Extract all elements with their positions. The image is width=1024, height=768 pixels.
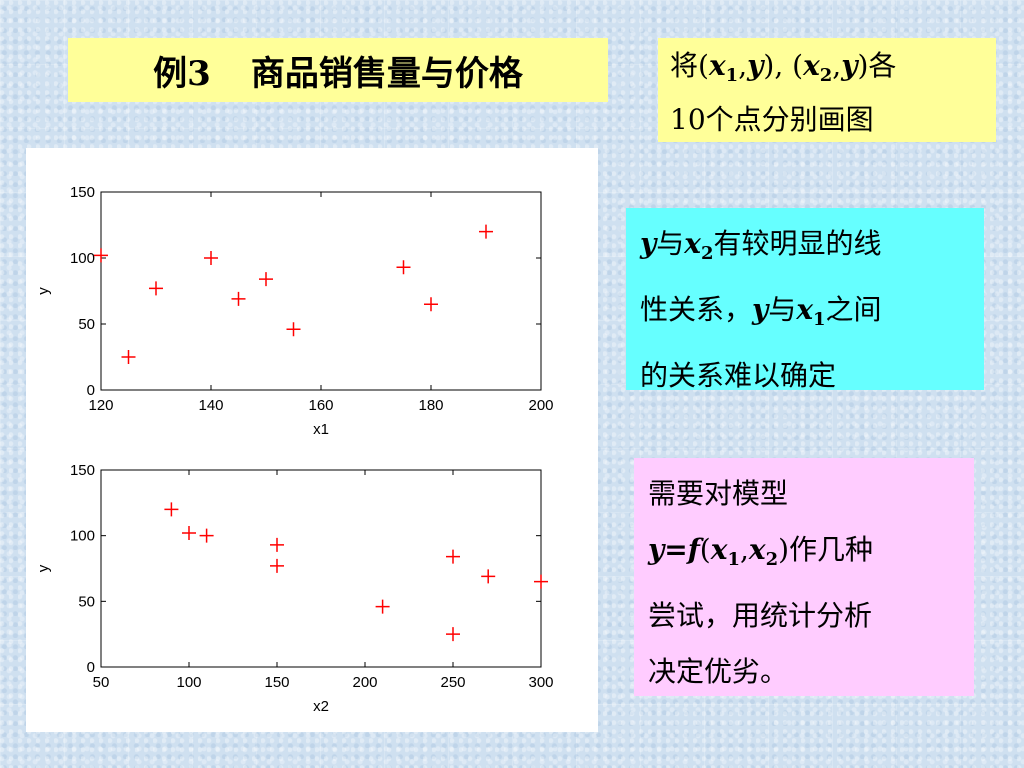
plot-2-data-point [446,627,460,642]
plot-1-data-point [286,322,301,337]
plot-2-x-tick-label: 150 [264,674,289,691]
plot-2-data-point [270,558,284,573]
plot-1-y-tick-label: 150 [70,184,95,201]
plot-1-data-point [396,260,411,275]
plot-2-y-tick-label: 100 [70,528,95,545]
plot-2-y-axis-label: y [35,564,52,572]
plot-2-data-point [534,574,548,589]
slide-title: 例3 商品销售量与价格 [68,38,608,102]
plot-2-data-point [446,549,460,564]
scatter-plots-panel: 120 140 160 180 200 0 50 100 150 x1 y 50 100 150 200 25… [26,148,598,732]
plot-1-axes-box [100,191,542,391]
plot-1-y-axis-label: y [35,287,52,295]
plot-2-data-point [270,537,284,552]
plot-1-y-tick-label: 50 [78,316,95,333]
note-line-1: 将(x1,y), (x2,y)各 [670,49,897,86]
plot-2-x-tick-label: 300 [528,674,553,691]
plot-2-data-point [375,599,390,614]
plot-2-x-tick-label: 100 [176,674,201,691]
plot-2-axes-box [100,469,542,668]
note-line-2: 10个点分别画图 [670,103,874,136]
plot-instruction-note: 将(x1,y), (x2,y)各 10个点分别画图 [658,38,996,142]
plot-2-x-tick-label: 50 [93,674,110,691]
model-note: 需要对模型 y=f(x1,x2)作几种 尝试，用统计分析 决定优劣。 [634,458,974,696]
conclusion-line-2: 性关系，y与x1之间 [640,293,882,330]
plot-2-x-axis-label: x2 [313,698,329,715]
plot-1-data-point [479,224,493,239]
plot-1-x-tick-label: 140 [198,397,223,414]
model-line-2: y=f(x1,x2)作几种 [648,533,874,570]
plot-2-y-tick-label: 50 [78,593,95,610]
conclusion-line-1: y与x2有较明显的线 [640,227,882,264]
plot-1-x-axis-label: x1 [313,421,329,438]
plot-1-data-point [204,251,218,265]
plot-1-x-tick-label: 160 [308,397,333,414]
plot-2-data-point [199,528,214,543]
plot-2-data-point [164,502,179,517]
plot-1-x-tick-label: 120 [88,397,113,414]
model-line-3: 尝试，用统计分析 [648,599,873,632]
plot-2-y-tick-label: 0 [87,659,95,676]
plot-1-data-point [424,297,438,312]
plot-2-data-point [481,569,496,584]
conclusion-note: y与x2有较明显的线 性关系，y与x1之间 的关系难以确定 [626,208,984,392]
plot-2-y-tick-label: 150 [70,462,95,479]
plot-1-x-tick-label: 200 [528,397,553,414]
plot-1-x-tick-label: 180 [418,397,443,414]
plot-2-data-point [182,526,196,541]
plot-1-y-tick-label: 100 [70,250,95,267]
model-line-4: 决定优劣。 [648,655,789,688]
plot-2-x-tick-label: 250 [440,674,465,691]
plot-2-x-tick-label: 200 [352,674,377,691]
title-text: 商品销售量与价格 [250,53,523,94]
conclusion-line-3: 的关系难以确定 [640,359,837,392]
plot-1-data-point [121,350,136,364]
plot-1-y-tick-label: 0 [87,382,95,399]
model-line-1: 需要对模型 [648,477,789,510]
title-example-number: 例3 [153,53,211,94]
plot-1-data-point [94,248,108,263]
plot-1-data-point [259,272,273,287]
plot-1-data-point [149,281,163,296]
plot-1-data-point [231,291,246,306]
